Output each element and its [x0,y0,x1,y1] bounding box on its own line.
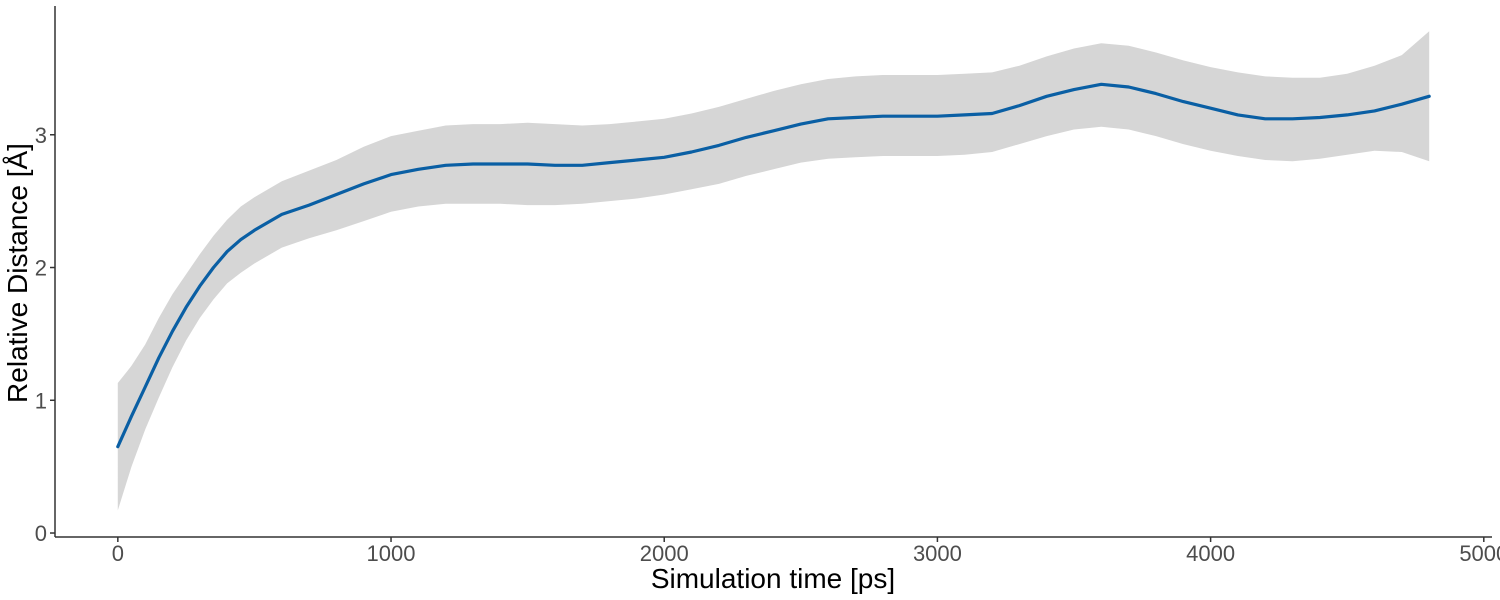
x-tick-label: 0 [112,541,124,566]
series-line [116,82,1431,449]
x-tick-label: 2000 [640,541,689,566]
y-tick-label: 3 [35,123,47,148]
axes [50,6,1492,542]
y-tick-label: 1 [35,388,47,413]
y-tick-label: 2 [35,256,47,281]
x-tick-label: 4000 [1186,541,1235,566]
confidence-ribbon [117,31,1430,511]
smoothed-line-layer [116,82,1431,449]
x-axis-title: Simulation time [ps] [651,563,895,594]
x-tick-label: 1000 [367,541,416,566]
x-tick-label: 3000 [913,541,962,566]
y-tick-label: 0 [35,521,47,546]
y-axis-title: Relative Distance [Å] [2,143,33,403]
confidence-ribbon-layer [117,31,1430,511]
